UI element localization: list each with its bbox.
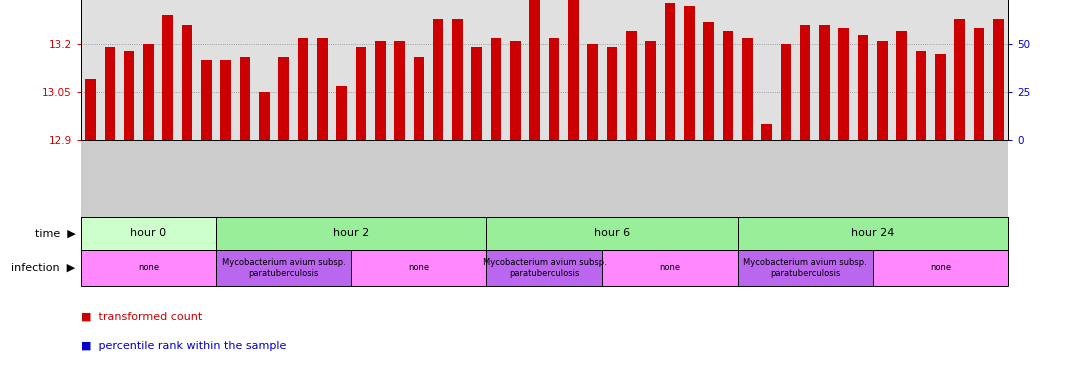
Bar: [722, 31, 733, 140]
Bar: [298, 38, 308, 140]
Text: ■  transformed count: ■ transformed count: [81, 312, 202, 322]
Bar: [356, 47, 367, 140]
Bar: [259, 92, 270, 140]
Text: hour 2: hour 2: [333, 228, 370, 238]
Text: hour 6: hour 6: [594, 228, 630, 238]
Text: Mycobacterium avium subsp.
paratuberculosis: Mycobacterium avium subsp. paratuberculo…: [483, 258, 606, 278]
Bar: [935, 54, 945, 140]
Bar: [510, 41, 521, 140]
Bar: [737, 250, 873, 286]
Bar: [81, 250, 216, 286]
Bar: [665, 3, 675, 140]
Bar: [761, 124, 772, 140]
Bar: [800, 25, 811, 140]
Bar: [351, 250, 486, 286]
Bar: [603, 250, 737, 286]
Bar: [607, 47, 618, 140]
Bar: [317, 38, 328, 140]
Bar: [105, 47, 115, 140]
Bar: [897, 31, 907, 140]
Bar: [220, 60, 231, 140]
Bar: [915, 51, 926, 140]
Text: none: none: [138, 263, 160, 272]
Bar: [433, 18, 443, 140]
Bar: [626, 31, 637, 140]
Text: time  ▶: time ▶: [34, 228, 75, 238]
Bar: [216, 250, 351, 286]
Bar: [877, 41, 887, 140]
Bar: [278, 57, 289, 140]
Text: none: none: [929, 263, 951, 272]
Text: Mycobacterium avium subsp.
paratuberculosis: Mycobacterium avium subsp. paratuberculo…: [222, 258, 346, 278]
Bar: [993, 18, 1004, 140]
Bar: [588, 44, 598, 140]
Bar: [452, 18, 462, 140]
Bar: [414, 57, 424, 140]
Bar: [143, 44, 154, 140]
Text: infection  ▶: infection ▶: [12, 263, 75, 273]
Bar: [683, 6, 694, 140]
Bar: [202, 60, 211, 140]
Bar: [737, 217, 1008, 250]
Bar: [549, 38, 559, 140]
Bar: [124, 51, 135, 140]
Text: ■  percentile rank within the sample: ■ percentile rank within the sample: [81, 341, 287, 351]
Bar: [703, 22, 714, 140]
Bar: [336, 86, 347, 140]
Bar: [646, 41, 655, 140]
Bar: [839, 28, 849, 140]
Bar: [490, 38, 501, 140]
Text: none: none: [409, 263, 429, 272]
Bar: [216, 217, 486, 250]
Bar: [973, 28, 984, 140]
Text: none: none: [660, 263, 680, 272]
Bar: [568, 0, 579, 140]
Text: hour 24: hour 24: [851, 228, 895, 238]
Bar: [239, 57, 250, 140]
Bar: [858, 35, 869, 140]
Bar: [529, 0, 540, 140]
Bar: [375, 41, 386, 140]
Bar: [486, 217, 737, 250]
Bar: [81, 217, 216, 250]
Bar: [873, 250, 1008, 286]
Bar: [85, 79, 96, 140]
Bar: [471, 47, 482, 140]
Bar: [742, 38, 752, 140]
Bar: [486, 250, 603, 286]
Bar: [819, 25, 830, 140]
Text: hour 0: hour 0: [130, 228, 166, 238]
Bar: [954, 18, 965, 140]
Text: Mycobacterium avium subsp.
paratuberculosis: Mycobacterium avium subsp. paratuberculo…: [743, 258, 867, 278]
Bar: [182, 25, 192, 140]
Bar: [780, 44, 791, 140]
Bar: [395, 41, 405, 140]
Bar: [163, 15, 174, 140]
